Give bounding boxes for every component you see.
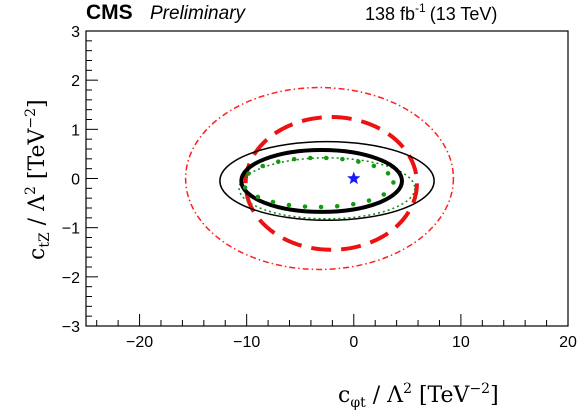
y-tick-label: −1 bbox=[62, 221, 80, 238]
y-tick-label: −2 bbox=[62, 270, 80, 287]
contour-green-dotted-outer bbox=[238, 157, 416, 220]
x-axis-ticks: −20 −10 0 10 20 bbox=[96, 314, 577, 351]
luminosity-label: 138 fb-1 (13 TeV) bbox=[365, 1, 497, 24]
y-tick-label: −3 bbox=[62, 319, 80, 336]
contour-green-dotted-inner bbox=[241, 155, 396, 210]
contour-black-solid-outer bbox=[219, 140, 435, 222]
x-tick-label: 10 bbox=[452, 334, 470, 351]
luminosity-value: 138 fb bbox=[365, 4, 415, 24]
x-tick-label: 0 bbox=[349, 334, 358, 351]
y-axis-ticks: −3 −2 −1 0 1 2 3 bbox=[62, 24, 98, 336]
contour-black-solid-inner bbox=[239, 147, 404, 214]
cms-label: CMS bbox=[86, 1, 133, 24]
x-axis-title: cφt / Λ2 [TeV−2] bbox=[338, 381, 499, 411]
best-fit-marker bbox=[347, 171, 361, 185]
contour-red-dashed bbox=[243, 115, 419, 252]
y-tick-label: 1 bbox=[71, 122, 80, 139]
y-tick-label: 0 bbox=[71, 172, 80, 189]
contour-group bbox=[184, 86, 455, 271]
y-tick-label: 2 bbox=[71, 73, 80, 90]
energy-value: (13 TeV) bbox=[430, 4, 498, 24]
x-tick-label: −20 bbox=[126, 334, 153, 351]
y-tick-label: 3 bbox=[71, 24, 80, 41]
x-tick-label: 20 bbox=[559, 334, 577, 351]
plot-frame bbox=[85, 30, 569, 327]
luminosity-exponent: -1 bbox=[415, 1, 426, 15]
y-axis-title: ctZ / Λ2 [TeV−2] bbox=[23, 99, 53, 260]
best-fit-star bbox=[347, 171, 361, 185]
x-tick-label: −10 bbox=[233, 334, 260, 351]
preliminary-label: Preliminary bbox=[150, 3, 247, 24]
contour-red-dashdot-outer bbox=[184, 86, 455, 271]
